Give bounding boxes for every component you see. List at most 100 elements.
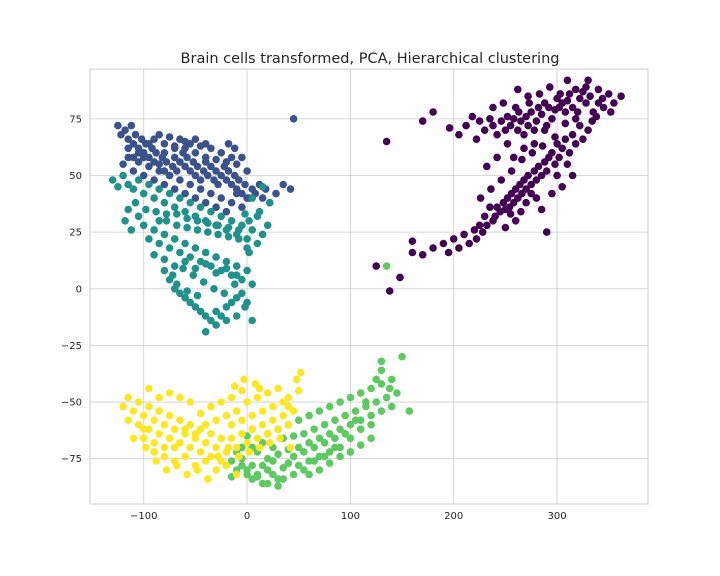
data-point xyxy=(191,171,200,180)
data-point xyxy=(224,443,233,452)
data-point xyxy=(497,117,506,125)
data-point xyxy=(522,112,530,121)
data-point xyxy=(532,117,541,125)
data-point xyxy=(561,119,570,128)
data-point xyxy=(393,389,401,397)
data-point xyxy=(186,198,194,207)
data-point xyxy=(489,217,497,225)
data-point xyxy=(263,389,272,397)
data-point xyxy=(551,106,559,114)
data-point xyxy=(222,176,231,184)
data-point xyxy=(336,425,344,434)
data-point xyxy=(284,420,293,429)
data-point xyxy=(173,167,181,175)
data-point xyxy=(571,140,580,148)
data-point xyxy=(537,110,546,119)
data-point xyxy=(142,205,150,214)
data-point xyxy=(210,285,218,293)
data-point xyxy=(238,443,246,452)
data-point xyxy=(310,425,319,434)
data-point xyxy=(336,398,344,406)
data-point xyxy=(341,411,350,420)
x-tick-label: 300 xyxy=(548,511,567,522)
data-point xyxy=(207,316,215,325)
data-point xyxy=(558,144,566,153)
data-point xyxy=(173,461,181,470)
data-point xyxy=(165,133,174,141)
data-point xyxy=(598,94,607,103)
data-point xyxy=(201,312,210,320)
data-point xyxy=(269,416,277,425)
data-point xyxy=(183,214,191,223)
data-point xyxy=(224,140,233,148)
data-point xyxy=(129,167,138,175)
data-point xyxy=(204,219,212,227)
data-point xyxy=(232,262,241,270)
data-point xyxy=(162,466,171,474)
data-point xyxy=(170,262,179,270)
data-point xyxy=(455,244,463,252)
data-point xyxy=(548,115,556,123)
data-point xyxy=(181,137,189,146)
data-point xyxy=(514,85,522,94)
data-point xyxy=(150,416,158,425)
data-point xyxy=(212,466,220,474)
y-tick-label: −50 xyxy=(61,398,82,409)
data-point xyxy=(243,266,251,275)
y-tick-label: 75 xyxy=(69,114,82,125)
data-point xyxy=(191,430,200,438)
data-point xyxy=(470,226,479,234)
data-point xyxy=(325,459,334,468)
data-point xyxy=(127,226,136,234)
data-point xyxy=(248,226,256,234)
data-point xyxy=(207,162,215,171)
data-point xyxy=(530,167,539,175)
data-point xyxy=(108,176,117,184)
data-point xyxy=(248,194,256,202)
data-point xyxy=(382,262,391,270)
data-point xyxy=(382,137,391,146)
data-point xyxy=(382,393,391,402)
data-point xyxy=(134,176,143,184)
data-point xyxy=(201,328,210,336)
data-point xyxy=(181,207,189,216)
data-point xyxy=(170,203,179,211)
data-point xyxy=(150,135,158,143)
data-point xyxy=(245,448,253,456)
data-point xyxy=(232,160,241,168)
data-point xyxy=(232,312,241,320)
data-point xyxy=(145,153,153,162)
data-point xyxy=(212,321,220,329)
data-point xyxy=(201,420,210,429)
data-point xyxy=(320,439,329,447)
data-point xyxy=(212,203,220,211)
data-point xyxy=(520,144,528,153)
data-point xyxy=(155,185,163,193)
data-point xyxy=(222,461,231,470)
data-point xyxy=(294,386,303,395)
data-point xyxy=(155,130,163,139)
data-point xyxy=(576,94,584,103)
data-point xyxy=(418,117,427,125)
data-point xyxy=(181,452,189,461)
data-point xyxy=(230,280,239,289)
data-point xyxy=(176,289,184,298)
data-point xyxy=(294,443,303,452)
data-point xyxy=(170,443,179,452)
data-point xyxy=(222,303,231,311)
data-point xyxy=(201,198,210,207)
data-point xyxy=(114,183,122,191)
data-point xyxy=(227,420,236,429)
data-point xyxy=(127,121,136,130)
data-point xyxy=(165,244,174,252)
data-point xyxy=(181,294,189,302)
data-point xyxy=(462,121,470,130)
data-point xyxy=(212,443,220,452)
data-point xyxy=(119,171,127,180)
data-point xyxy=(145,140,153,148)
data-point xyxy=(222,411,231,420)
data-point xyxy=(155,393,163,402)
data-point xyxy=(263,221,272,230)
data-point xyxy=(227,457,236,465)
data-point xyxy=(455,130,463,139)
